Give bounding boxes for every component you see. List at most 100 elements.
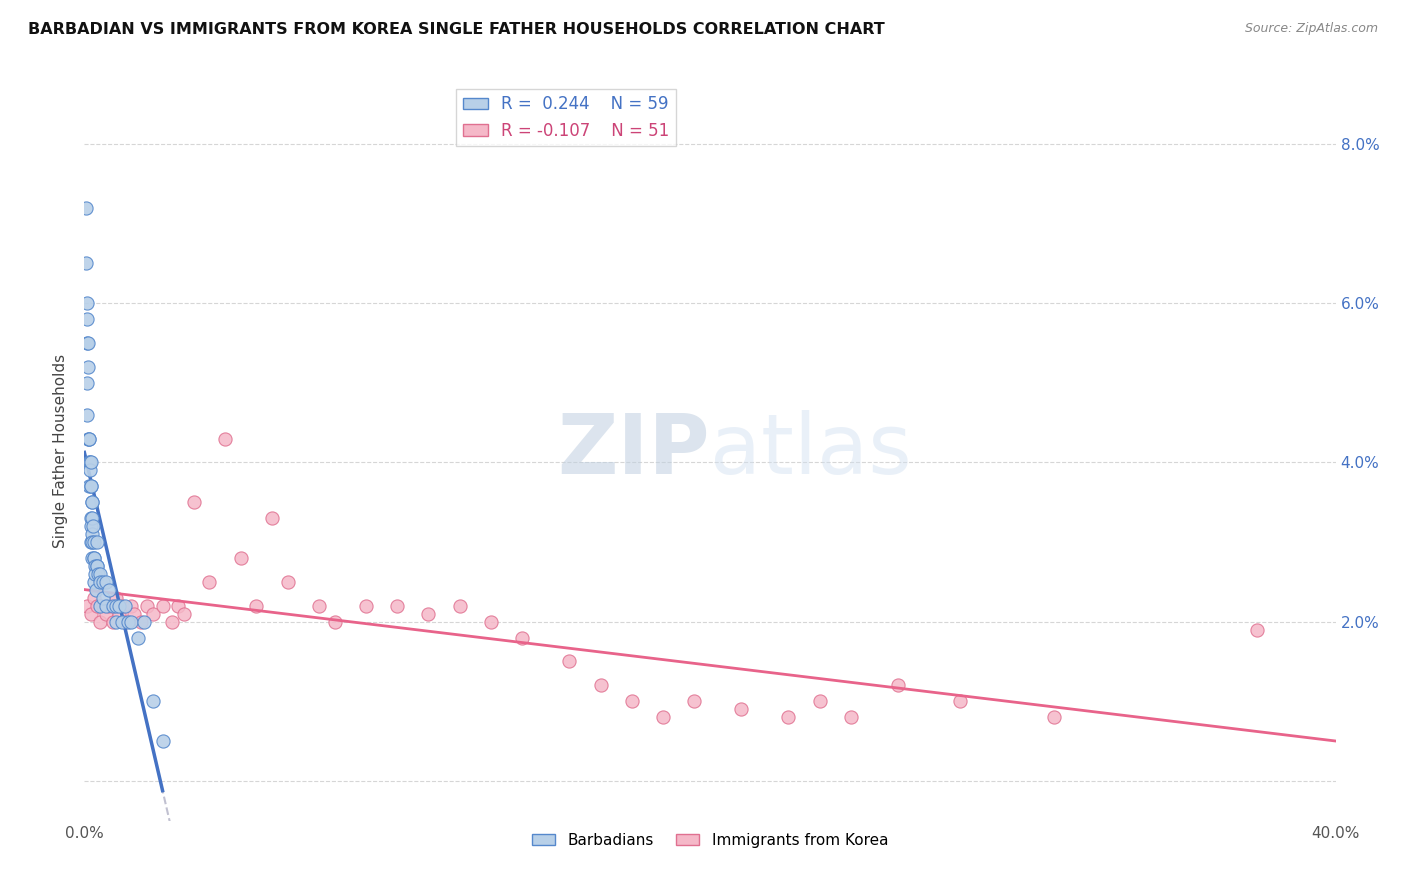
Point [354,599,377,613]
Point [75,201,97,215]
Point [84,566,107,581]
Text: Source: ZipAtlas.com: Source: ZipAtlas.com [1244,22,1378,36]
Point [75,256,97,270]
Point [1246,623,1268,637]
Point [160,615,183,629]
Point [76,408,98,422]
Point [114,599,136,613]
Point [949,694,972,708]
Point [80,519,103,533]
Point [120,615,142,629]
Point [76,336,98,351]
Point [77,359,100,374]
Point [77,336,100,351]
Point [730,702,752,716]
Point [620,694,643,708]
Point [87,566,110,581]
Point [77,432,100,446]
Point [136,599,159,613]
Point [198,574,221,589]
Point [418,607,440,621]
Point [124,607,146,621]
Point [83,550,105,565]
Text: atlas: atlas [710,410,911,491]
Point [152,599,174,613]
Point [83,558,105,573]
Point [887,678,910,692]
Point [79,455,101,469]
Point [91,574,114,589]
Point [79,511,101,525]
Point [107,607,129,621]
Point [167,599,190,613]
Point [101,599,124,613]
Point [839,710,862,724]
Point [652,710,675,724]
Point [778,710,800,724]
Point [83,591,105,605]
Point [76,599,98,613]
Point [142,694,165,708]
Point [262,511,284,525]
Point [98,599,121,613]
Point [104,599,127,613]
Point [84,582,107,597]
Point [558,655,581,669]
Point [111,615,134,629]
Point [76,312,98,326]
Point [808,694,831,708]
Point [104,615,127,629]
Point [101,615,124,629]
Point [114,615,136,629]
Point [96,574,118,589]
Legend: Barbadians, Immigrants from Korea: Barbadians, Immigrants from Korea [526,827,894,854]
Point [80,511,103,525]
Point [96,607,118,621]
Point [82,535,104,549]
Point [79,455,101,469]
Point [127,631,149,645]
Point [245,599,267,613]
Point [91,591,114,605]
Y-axis label: Single Father Households: Single Father Households [53,353,69,548]
Point [76,376,98,390]
Point [89,566,111,581]
Point [79,607,101,621]
Point [214,432,236,446]
Point [89,574,111,589]
Point [107,599,129,613]
Point [86,599,108,613]
Point [229,550,252,565]
Point [83,550,105,565]
Point [79,479,101,493]
Point [277,574,299,589]
Point [323,615,346,629]
Point [83,574,105,589]
Point [449,599,471,613]
Point [79,463,101,477]
Point [79,432,101,446]
Point [79,535,101,549]
Point [142,607,165,621]
Point [80,495,103,509]
Point [132,615,155,629]
Point [80,527,103,541]
Point [183,495,205,509]
Point [77,455,100,469]
Point [76,296,98,310]
Point [82,495,104,509]
Point [589,678,612,692]
Point [91,599,114,613]
Point [479,615,502,629]
Point [77,479,100,493]
Point [120,599,142,613]
Point [152,734,174,748]
Point [104,591,127,605]
Point [129,615,152,629]
Point [82,519,104,533]
Point [173,607,195,621]
Point [96,599,118,613]
Point [98,582,121,597]
Text: BARBADIAN VS IMMIGRANTS FROM KOREA SINGLE FATHER HOUSEHOLDS CORRELATION CHART: BARBADIAN VS IMMIGRANTS FROM KOREA SINGL… [28,22,884,37]
Point [86,558,108,573]
